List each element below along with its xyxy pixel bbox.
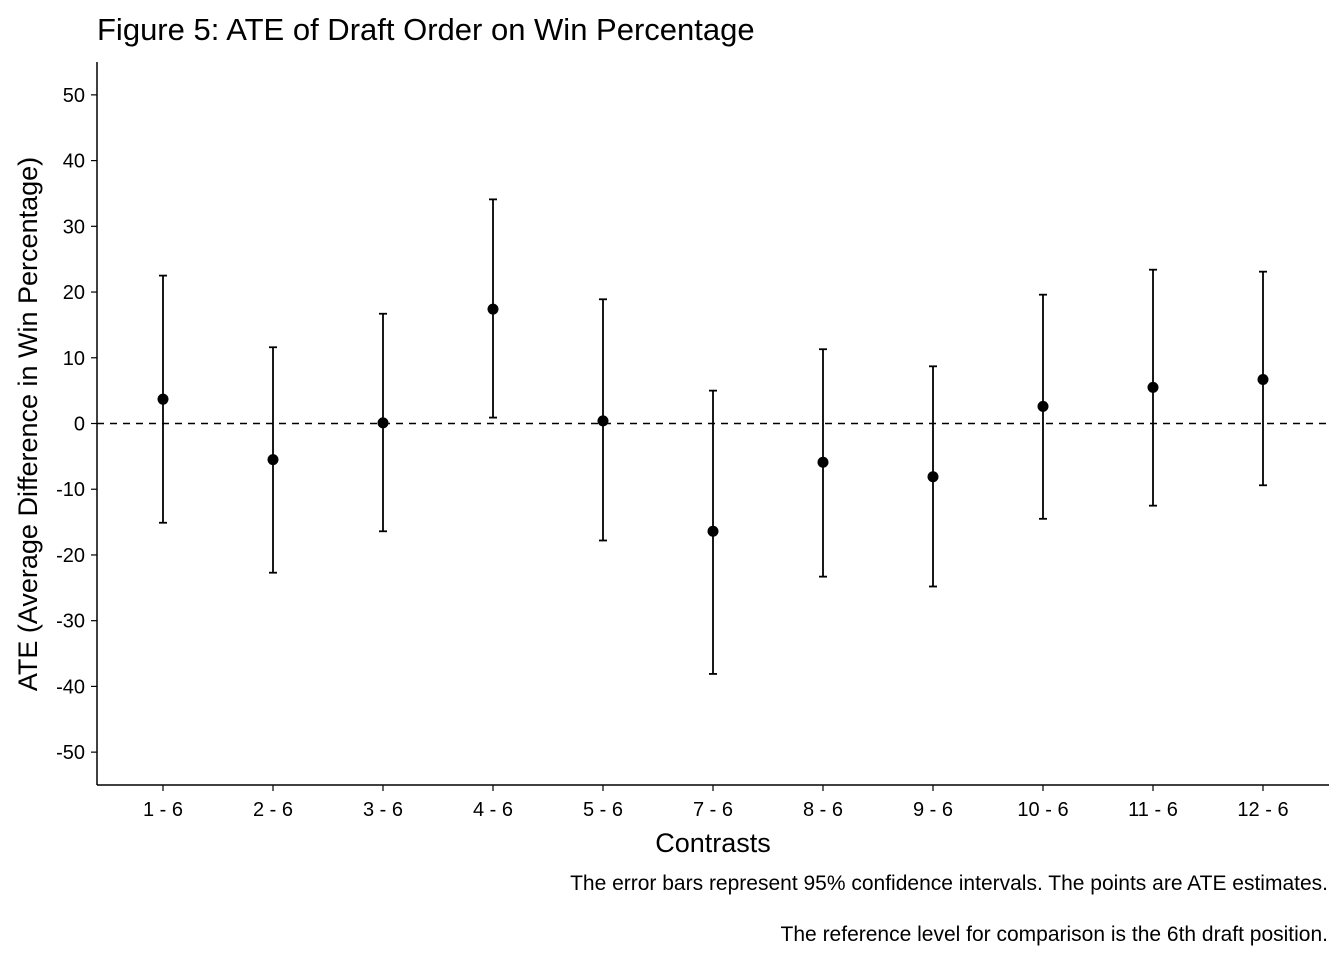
x-tick-label: 11 - 6 <box>1128 799 1178 821</box>
caption-2: The reference level for comparison is th… <box>781 923 1328 946</box>
x-tick-label: 12 - 6 <box>1237 799 1288 821</box>
x-tick-label: 4 - 6 <box>473 799 513 821</box>
x-tick-label: 7 - 6 <box>693 799 733 821</box>
y-tick-label: -10 <box>56 479 85 501</box>
caption-1: The error bars represent 95% confidence … <box>570 872 1328 895</box>
estimate-point <box>377 417 389 429</box>
estimate-point <box>927 471 939 483</box>
estimate-point <box>597 415 609 427</box>
y-tick-label: 10 <box>63 348 85 370</box>
x-tick-label: 3 - 6 <box>363 799 403 821</box>
y-tick-label: 50 <box>63 85 85 107</box>
y-tick-label: -40 <box>56 676 85 698</box>
estimate-point <box>707 525 719 537</box>
x-tick-label: 8 - 6 <box>803 799 843 821</box>
x-tick-label: 1 - 6 <box>143 799 183 821</box>
x-tick-label: 5 - 6 <box>583 799 623 821</box>
y-tick-label: -50 <box>56 742 85 764</box>
y-tick-label: -20 <box>56 545 85 567</box>
y-tick-label: 40 <box>63 151 85 173</box>
y-axis-label: ATE (Average Difference in Win Percentag… <box>13 157 43 691</box>
estimate-point <box>1037 400 1049 412</box>
x-tick-label: 10 - 6 <box>1017 799 1068 821</box>
x-axis-label: Contrasts <box>655 828 771 858</box>
y-tick-label: 0 <box>74 414 85 436</box>
estimate-point <box>487 303 499 315</box>
x-tick-label: 2 - 6 <box>253 799 293 821</box>
x-tick-label: 9 - 6 <box>913 799 953 821</box>
estimate-point <box>157 393 169 405</box>
y-tick-label: -30 <box>56 611 85 633</box>
estimate-point <box>267 454 279 466</box>
y-tick-label: 30 <box>63 216 85 238</box>
chart-title: Figure 5: ATE of Draft Order on Win Perc… <box>97 12 755 47</box>
estimate-point <box>817 456 829 468</box>
y-tick-label: 20 <box>63 282 85 304</box>
estimate-point <box>1257 373 1269 385</box>
estimate-point <box>1147 381 1159 393</box>
